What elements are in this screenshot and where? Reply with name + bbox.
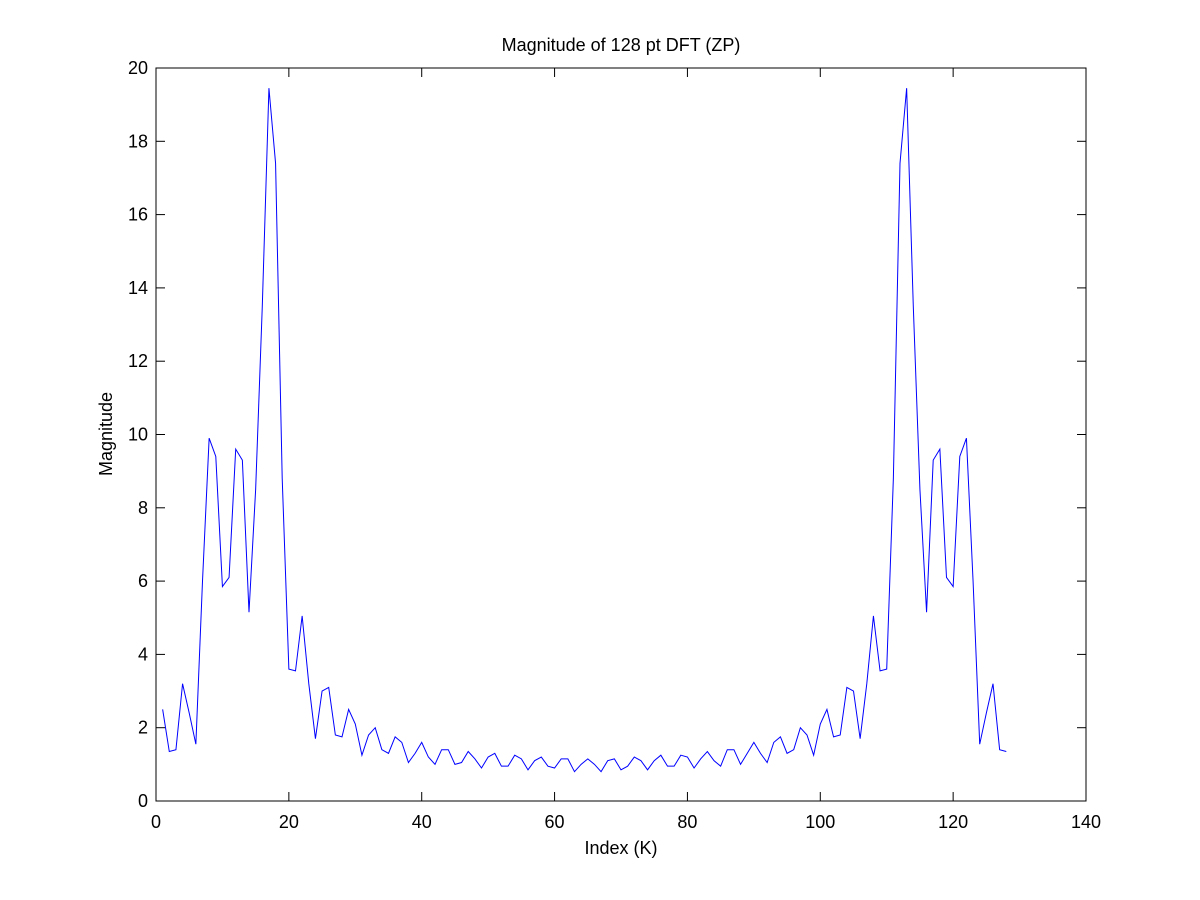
x-axis: 0 20 40 60 80 100 120 140 [151, 68, 1101, 832]
x-tick-label: 40 [412, 812, 432, 832]
x-tick-label: 20 [279, 812, 299, 832]
y-tick-label: 0 [138, 791, 148, 811]
y-tick-label: 10 [128, 425, 148, 445]
x-axis-label: Index (K) [584, 838, 657, 858]
y-tick-label: 2 [138, 718, 148, 738]
y-tick-label: 6 [138, 571, 148, 591]
x-tick-label: 80 [677, 812, 697, 832]
y-tick-label: 20 [128, 58, 148, 78]
y-tick-label: 16 [128, 205, 148, 225]
y-tick-label: 4 [138, 644, 148, 664]
y-tick-label: 8 [138, 498, 148, 518]
y-axis: 0 2 4 6 8 10 12 14 16 18 20 [128, 58, 1086, 811]
y-axis-label: Magnitude [96, 392, 116, 476]
y-tick-label: 12 [128, 351, 148, 371]
x-tick-label: 140 [1071, 812, 1101, 832]
x-tick-label: 60 [545, 812, 565, 832]
plot-area-frame [155, 67, 1087, 802]
x-tick-label: 120 [938, 812, 968, 832]
y-tick-label: 14 [128, 278, 148, 298]
series-line [162, 88, 1007, 773]
x-tick-label: 100 [805, 812, 835, 832]
chart-title: Magnitude of 128 pt DFT (ZP) [502, 35, 741, 55]
y-tick-label: 18 [128, 131, 148, 151]
x-tick-label: 0 [151, 812, 161, 832]
